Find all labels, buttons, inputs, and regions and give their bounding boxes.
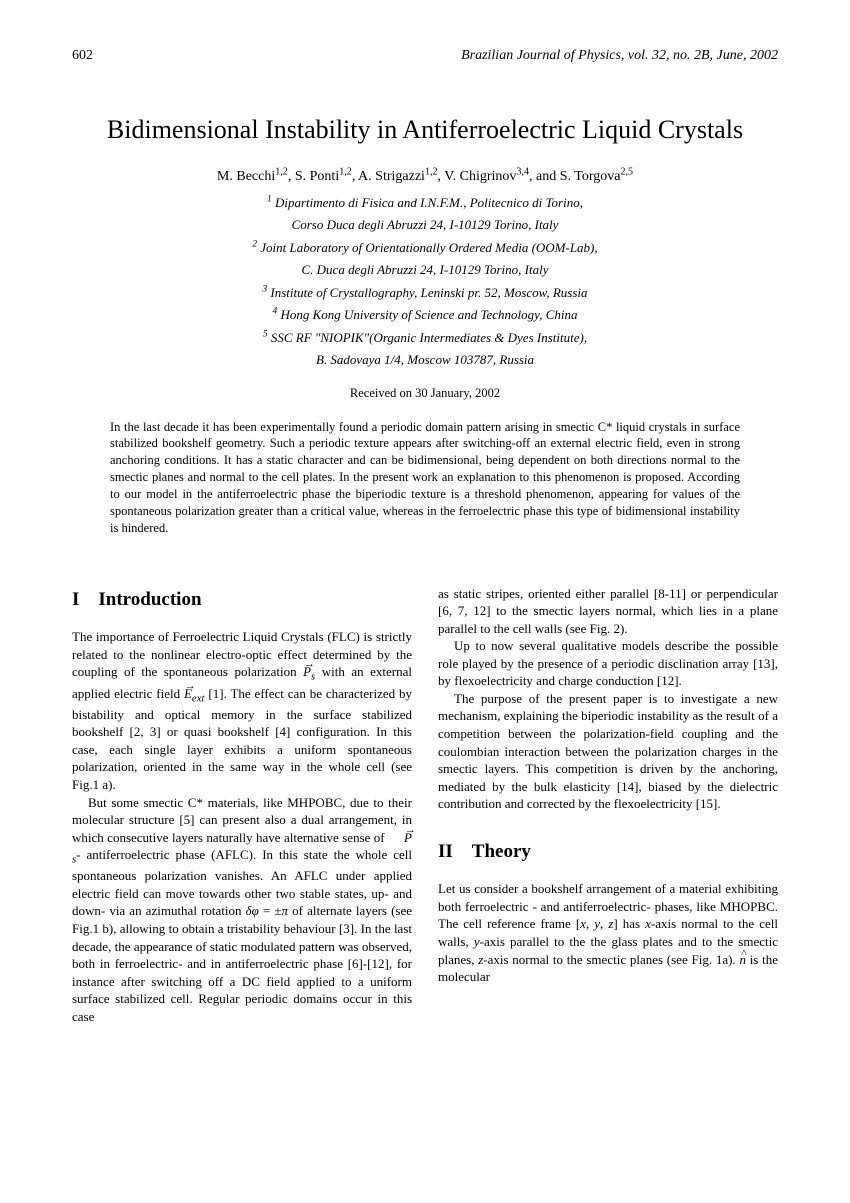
affiliation-line: 5 SSC RF "NIOPIK"(Organic Intermediates … — [72, 328, 778, 348]
theory-paragraph-1: Let us consider a bookshelf arrangement … — [438, 880, 778, 985]
affiliation-line: 4 Hong Kong University of Science and Te… — [72, 305, 778, 325]
received-date: Received on 30 January, 2002 — [72, 386, 778, 401]
affiliations: 1 Dipartimento di Fisica and I.N.F.M., P… — [72, 193, 778, 370]
left-column: I Introduction The importance of Ferroel… — [72, 585, 412, 1026]
right-column: as static stripes, oriented either paral… — [438, 585, 778, 1026]
affiliation-line: 2 Joint Laboratory of Orientationally Or… — [72, 238, 778, 258]
col2-paragraph-2: Up to now several qualitative models des… — [438, 637, 778, 690]
affiliation-line: Corso Duca degli Abruzzi 24, I-10129 Tor… — [72, 215, 778, 235]
affiliation-line: B. Sadovaya 1/4, Moscow 103787, Russia — [72, 350, 778, 370]
intro-paragraph-2: But some smectic C* materials, like MHPO… — [72, 794, 412, 1026]
col2-paragraph-3: The purpose of the present paper is to i… — [438, 690, 778, 813]
col2-paragraph-1: as static stripes, oriented either paral… — [438, 585, 778, 638]
journal-info: Brazilian Journal of Physics, vol. 32, n… — [461, 48, 778, 64]
affiliation-line: C. Duca degli Abruzzi 24, I-10129 Torino… — [72, 260, 778, 280]
page-header: 602 Brazilian Journal of Physics, vol. 3… — [72, 48, 778, 64]
section-intro-heading: I Introduction — [72, 587, 412, 613]
page-number: 602 — [72, 48, 93, 64]
section-theory-heading: II Theory — [438, 839, 778, 865]
authors-list: M. Becchi1,2, S. Ponti1,2, A. Strigazzi1… — [72, 169, 778, 185]
affiliation-line: 1 Dipartimento di Fisica and I.N.F.M., P… — [72, 193, 778, 213]
paper-title: Bidimensional Instability in Antiferroel… — [72, 114, 778, 147]
abstract: In the last decade it has been experimen… — [110, 419, 740, 537]
affiliation-line: 3 Institute of Crystallography, Leninski… — [72, 283, 778, 303]
intro-paragraph-1: The importance of Ferroelectric Liquid C… — [72, 628, 412, 793]
body-columns: I Introduction The importance of Ferroel… — [72, 585, 778, 1026]
